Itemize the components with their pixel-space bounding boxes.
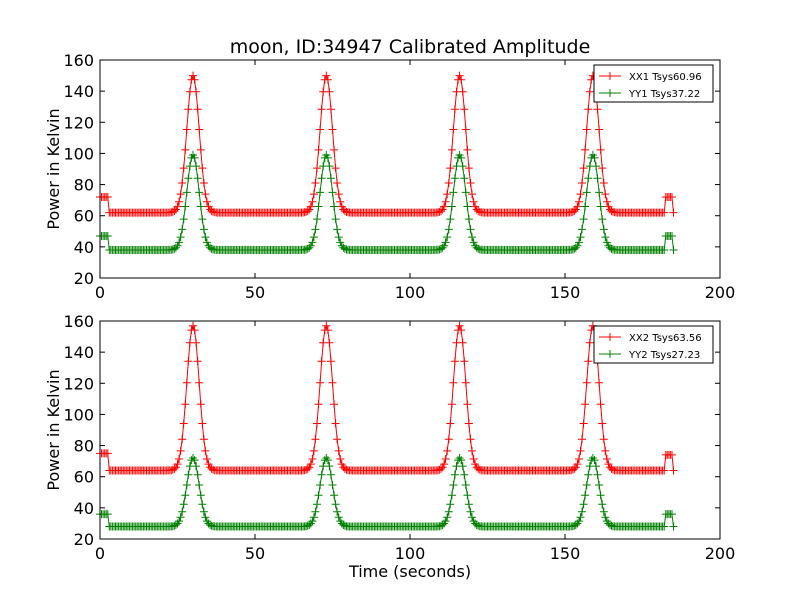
bottom-x-tick-label: 150 xyxy=(550,544,581,563)
bottom-y-tick-label: 20 xyxy=(74,530,94,549)
bottom-x-tick-label: 50 xyxy=(245,544,265,563)
top-y-axis-label: Power in Kelvin xyxy=(44,108,63,229)
top-x-tick-label: 200 xyxy=(705,283,736,302)
top-x-tick-label: 100 xyxy=(395,283,426,302)
bottom-legend-label: XX2 Tsys63.56 xyxy=(629,333,702,344)
top-y-tick-label: 100 xyxy=(63,144,94,163)
bottom-y-tick-label: 60 xyxy=(74,468,94,487)
top-y-tick-label: 20 xyxy=(74,269,94,288)
top-series-2 xyxy=(96,151,678,254)
bottom-legend-marker xyxy=(606,350,614,358)
bottom-y-tick-label: 80 xyxy=(74,437,94,456)
chart-title: moon, ID:34947 Calibrated Amplitude xyxy=(230,36,591,58)
bottom-legend: XX2 Tsys63.56 YY2 Tsys27.23 xyxy=(593,325,714,364)
top-legend-box xyxy=(593,64,714,103)
top-y-tick-label: 80 xyxy=(74,176,94,195)
top-y-tick-label: 60 xyxy=(74,207,94,226)
top-y-tick-label: 40 xyxy=(74,238,94,257)
top-legend-label: YY1 Tsys37.22 xyxy=(628,89,700,100)
top-y-tick-label: 120 xyxy=(63,113,94,132)
bottom-legend-label: YY2 Tsys27.23 xyxy=(628,350,700,361)
top-x-tick-label: 0 xyxy=(95,283,105,302)
top-legend: XX1 Tsys60.96 YY1 Tsys37.22 xyxy=(593,64,714,103)
bottom-legend-marker xyxy=(606,333,614,341)
top-legend-marker xyxy=(606,72,614,80)
top-x-tick-label: 150 xyxy=(550,283,581,302)
top-y-tick-label: 160 xyxy=(63,51,94,70)
bottom-series-1 xyxy=(96,321,678,475)
x-axis-label: Time (seconds) xyxy=(348,562,471,581)
bottom-x-tick-label: 200 xyxy=(705,544,736,563)
bottom-y-tick-label: 160 xyxy=(63,312,94,331)
top-legend-label: XX1 Tsys60.96 xyxy=(629,72,702,83)
bottom-x-tick-label: 100 xyxy=(395,544,426,563)
top-y-tick-label: 140 xyxy=(63,82,94,101)
bottom-y-tick-label: 100 xyxy=(63,405,94,424)
bottom-y-tick-label: 140 xyxy=(63,343,94,362)
top-panel: 0 50 100 150 200 20 40 60 80 100 120 140 160 Power in… xyxy=(44,51,735,302)
bottom-x-tick-label: 0 xyxy=(95,544,105,563)
bottom-y-axis-label: Power in Kelvin xyxy=(44,369,63,490)
top-legend-marker xyxy=(606,89,614,97)
bottom-y-tick-label: 40 xyxy=(74,499,94,518)
top-x-tick-label: 50 xyxy=(245,283,265,302)
bottom-legend-box xyxy=(593,325,714,364)
bottom-panel: 0 50 100 150 200 20 40 60 80 100 120 140 160 Power in… xyxy=(44,312,735,563)
bottom-y-tick-label: 120 xyxy=(63,374,94,393)
